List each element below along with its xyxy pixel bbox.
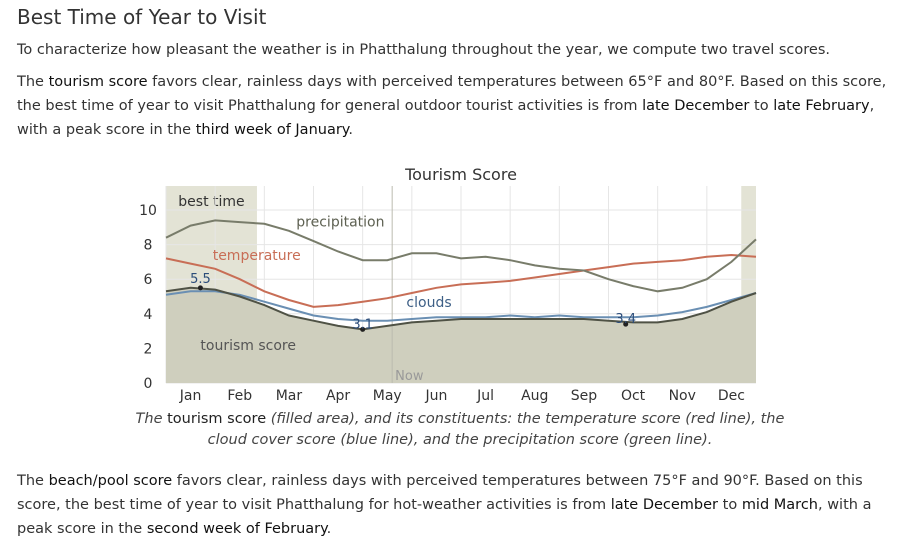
y-tick-label: 0 — [144, 376, 153, 392]
y-tick-label: 2 — [144, 341, 153, 357]
precipitation-line — [165, 219, 757, 293]
paragraph-text: to — [749, 98, 774, 114]
x-tick-label: Oct — [621, 388, 646, 404]
chart-caption: The tourism score (filled area), and its… — [135, 411, 785, 448]
paragraph-text: . — [348, 122, 353, 138]
highlight-phrase: second week of February — [146, 521, 327, 537]
clouds-line — [165, 290, 757, 322]
highlight-phrase: late December — [642, 98, 750, 114]
beach-score-paragraph: The beach/pool score favors clear, rainl… — [17, 469, 897, 541]
x-tick-label: Mar — [276, 388, 303, 404]
intro-paragraph: To characterize how pleasant the weather… — [17, 42, 831, 58]
score-label: 3.4 — [615, 312, 636, 327]
score-point — [197, 285, 203, 291]
now-label: Now — [395, 369, 424, 384]
x-tick-label: Feb — [227, 388, 252, 404]
x-tick-label: Dec — [718, 388, 745, 404]
paragraph-text: . — [326, 521, 332, 537]
x-tick-label: Nov — [669, 388, 696, 404]
chart-title: Tourism Score — [404, 165, 517, 184]
highlight-phrase: third week of January — [195, 122, 349, 138]
paragraph-text: The — [17, 473, 49, 489]
paragraph-text: to — [718, 497, 742, 513]
caption-highlight: tourism score — [167, 411, 267, 427]
x-tick-label: Jan — [179, 388, 202, 404]
best-time-label: best time — [178, 194, 244, 210]
y-tick-label: 8 — [144, 238, 153, 254]
x-tick-label: Sep — [571, 388, 598, 404]
score-point — [360, 326, 366, 332]
tourism-score-paragraph: The tourism score favors clear, rainless… — [17, 70, 897, 142]
x-tick-label: Jun — [424, 388, 447, 404]
paragraph-text: favors clear, rainless days with perceiv… — [17, 473, 863, 513]
page-title: Best Time of Year to Visit — [17, 5, 267, 29]
score-label: 5.5 — [190, 272, 211, 287]
x-tick-label: May — [373, 388, 402, 404]
paragraph-text: favors clear, rainless days with perceiv… — [17, 74, 887, 114]
paragraph-text: The — [17, 74, 49, 90]
tourism-score-chart: Tourism Score best time Now 5.5 3.1 3.4 pre… — [139, 165, 757, 404]
clouds-label: clouds — [406, 295, 451, 311]
temperature-line — [165, 253, 757, 308]
highlight-phrase: mid March — [741, 497, 818, 513]
paragraph-text: , with a peak score in the — [17, 98, 875, 138]
precipitation-label: precipitation — [296, 214, 384, 230]
tourism-score-area — [166, 287, 756, 383]
y-tick-label: 10 — [139, 203, 157, 219]
y-tick-label: 4 — [144, 307, 153, 323]
highlight-phrase: late February — [773, 98, 870, 114]
score-point — [623, 321, 629, 327]
tourism-score-label: tourism score — [200, 338, 296, 354]
y-tick-label: 6 — [144, 272, 153, 288]
paragraph-text: , with a peak score in the — [17, 497, 872, 537]
highlight-phrase: late December — [610, 497, 719, 513]
tourism-score-line — [165, 286, 757, 331]
x-tick-label: Apr — [326, 388, 350, 404]
temperature-label: temperature — [213, 248, 301, 264]
score-label: 3.1 — [352, 317, 373, 332]
highlight-phrase: beach/pool score — [48, 473, 173, 489]
x-tick-label: Jul — [476, 388, 494, 404]
x-tick-label: Aug — [521, 388, 548, 404]
highlight-phrase: tourism score — [48, 74, 148, 90]
